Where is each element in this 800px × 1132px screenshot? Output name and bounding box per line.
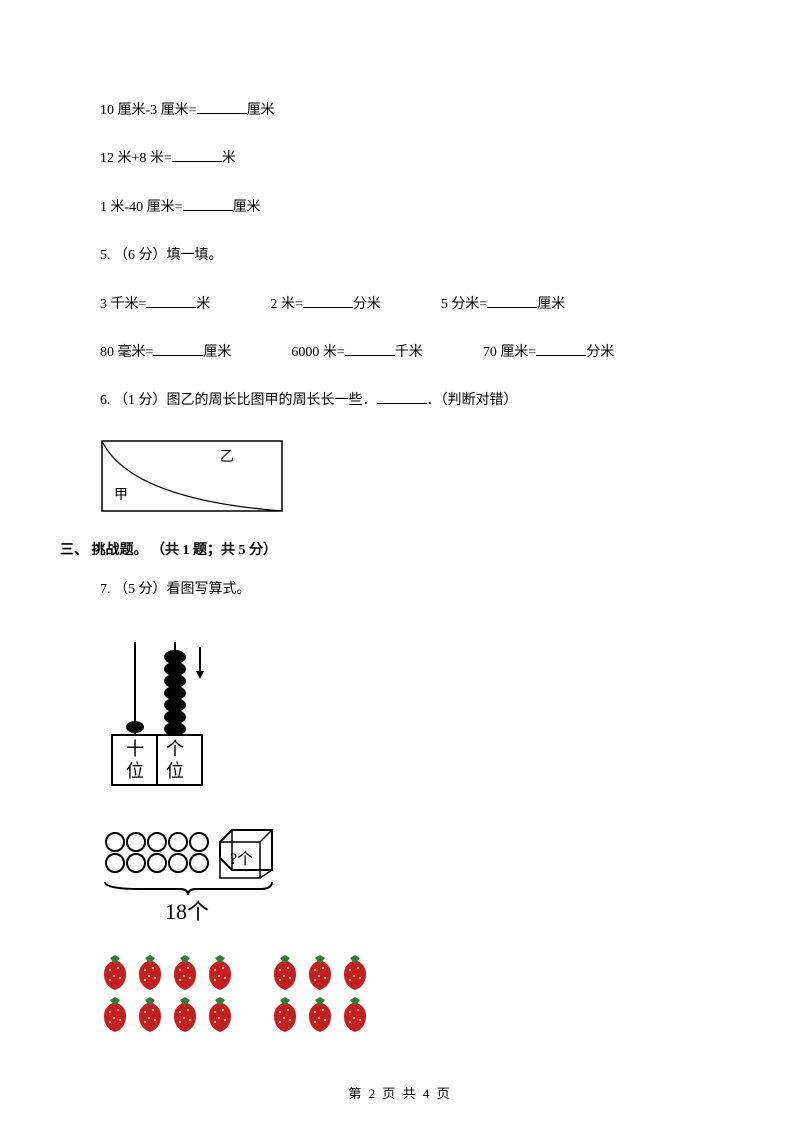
q5-r1c2a: 2 米=: [270, 297, 302, 312]
q5-r2c2a: 6000 米=: [291, 345, 344, 360]
q5-row2: 80 毫米= 厘米 6000 米= 千米 70 厘米= 分米: [100, 342, 700, 364]
q4-l2-a: 12 米+8 米=: [100, 151, 172, 166]
abacus-shi: 十: [126, 739, 144, 759]
abacus-ge: 个: [166, 739, 184, 759]
q5-r2c1b: 厘米: [203, 345, 231, 360]
q4-l3-a: 1 米-40 厘米=: [100, 200, 183, 215]
abacus-svg: 十 个 位 位: [100, 627, 240, 797]
q7-circles: ?个 18个: [100, 827, 700, 932]
q7-abacus: 十 个 位 位: [100, 627, 700, 802]
q5-r1c1a: 3 千米=: [100, 297, 146, 312]
q6-diagram: 乙 甲: [100, 439, 700, 519]
q6-label-yi: 乙: [220, 449, 234, 465]
q6-prompt: 6. （1 分）图乙的周长比图甲的周长长一些． ．（判断对错）: [100, 390, 700, 412]
q6-blank[interactable]: [377, 390, 427, 404]
q5-r2c1a: 80 毫米=: [100, 345, 153, 360]
q7-strawberries: [100, 952, 700, 1047]
q4-l3-b: 厘米: [233, 200, 261, 215]
q4-line2: 12 米+8 米= 米: [100, 148, 700, 170]
q5-r2c3-blank[interactable]: [536, 342, 586, 356]
q4-l1-blank[interactable]: [197, 100, 247, 114]
abacus-wei2: 位: [166, 761, 184, 781]
q4-l1-a: 10 厘米-3 厘米=: [100, 103, 197, 118]
q5-r1c3-blank[interactable]: [487, 294, 537, 308]
q5-r1c3a: 5 分米=: [441, 297, 487, 312]
box-label: ?个: [230, 850, 253, 868]
q5-r2c2-blank[interactable]: [345, 342, 395, 356]
q5-r1c1-blank[interactable]: [146, 294, 196, 308]
q5-r1c2-blank[interactable]: [303, 294, 353, 308]
q5-r1c3b: 厘米: [537, 297, 565, 312]
q5-row1: 3 千米= 米 2 米= 分米 5 分米= 厘米: [100, 294, 700, 316]
strawberry-svg: [100, 952, 420, 1042]
circles-svg: ?个 18个: [100, 827, 320, 927]
q5-r2c2b: 千米: [395, 345, 423, 360]
abacus-wei1: 位: [126, 761, 144, 781]
q5-r1c1b: 米: [196, 297, 210, 312]
q4-l3-blank[interactable]: [183, 197, 233, 211]
q6-rect-svg: 乙 甲: [100, 439, 285, 514]
q4-l2-b: 米: [222, 151, 236, 166]
q6-b: ．（判断对错）: [427, 393, 518, 408]
q5-r2c1-blank[interactable]: [153, 342, 203, 356]
q5-prompt: 5. （6 分）填一填。: [100, 245, 700, 267]
q5-r2c3a: 70 厘米=: [483, 345, 536, 360]
q5-r2c3b: 分米: [586, 345, 614, 360]
q4-line1: 10 厘米-3 厘米= 厘米: [100, 100, 700, 122]
q4-l1-b: 厘米: [247, 103, 275, 118]
q5-r1c2b: 分米: [353, 297, 381, 312]
q7-prompt: 7. （5 分）看图写算式。: [100, 579, 700, 601]
page-footer: 第 2 页 共 4 页: [0, 1083, 800, 1102]
q4-l2-blank[interactable]: [172, 148, 222, 162]
q6-label-jia: 甲: [114, 488, 128, 503]
q6-a: 6. （1 分）图乙的周长比图甲的周长长一些．: [100, 393, 377, 408]
section3-heading: 三、 挑战题。 （共 1 题；共 5 分）: [60, 539, 700, 559]
q4-line3: 1 米-40 厘米= 厘米: [100, 197, 700, 219]
total-label: 18个: [165, 899, 209, 924]
